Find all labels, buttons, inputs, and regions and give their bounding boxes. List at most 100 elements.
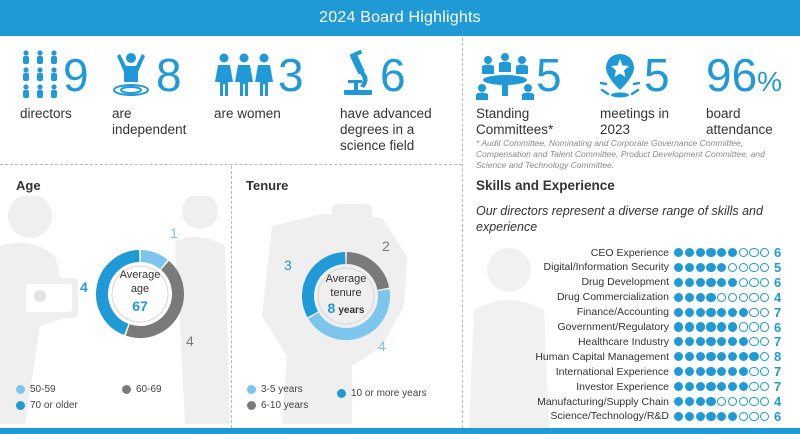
skill-dot bbox=[749, 382, 759, 392]
skill-dot bbox=[706, 307, 716, 317]
donut-slice-50-59 bbox=[140, 250, 168, 270]
skill-name: Healthcare Industry bbox=[577, 335, 669, 348]
divider-main bbox=[462, 38, 463, 428]
age-label-70-plus: 4 bbox=[80, 279, 88, 295]
skill-dot bbox=[684, 367, 694, 377]
skill-count: 4 bbox=[774, 394, 782, 409]
banner-title: 2024 Board Highlights bbox=[0, 0, 800, 36]
donut-inner-ring bbox=[111, 265, 169, 323]
skill-dot bbox=[717, 277, 727, 287]
skill-dot bbox=[706, 382, 716, 392]
skill-dots bbox=[674, 396, 771, 407]
tenure-label-6-10: 2 bbox=[382, 238, 390, 254]
tenure-legend-item: 6-10 years bbox=[247, 400, 308, 411]
skill-dot bbox=[727, 367, 738, 377]
tenure-title: Tenure bbox=[246, 178, 289, 193]
skill-dot bbox=[684, 247, 694, 258]
skill-dot bbox=[760, 352, 770, 362]
committee-table-icon bbox=[476, 53, 534, 100]
skill-dots bbox=[674, 367, 771, 377]
skill-dot bbox=[760, 277, 770, 287]
skill-row: Human Capital Management 8 bbox=[476, 349, 796, 364]
skill-count: 7 bbox=[774, 304, 782, 320]
skill-dot bbox=[727, 411, 738, 421]
donut-inner-ring bbox=[317, 267, 375, 325]
skill-dot bbox=[727, 262, 738, 272]
skill-dot bbox=[706, 292, 716, 302]
donut-slice-10-or-more-years bbox=[302, 252, 346, 318]
skill-count: 7 bbox=[774, 334, 782, 350]
age-title: Age bbox=[16, 178, 41, 193]
skill-dot bbox=[717, 337, 727, 347]
tenure-label-3-5: 4 bbox=[378, 338, 386, 354]
skill-dot bbox=[674, 411, 684, 421]
skill-count: 5 bbox=[774, 259, 782, 275]
skill-dot bbox=[706, 277, 716, 287]
skill-dot bbox=[738, 337, 748, 347]
skill-dots bbox=[674, 247, 771, 258]
skill-dot bbox=[738, 382, 748, 392]
skill-count: 6 bbox=[774, 319, 782, 335]
stat-women: 3 are women bbox=[214, 50, 304, 122]
donut-slice-3-5-years bbox=[308, 289, 390, 340]
tenure-donut-chart: Average tenure 8 years 2 4 3 bbox=[284, 238, 390, 354]
skill-row: Science/Technology/R&D 6 bbox=[476, 409, 796, 424]
skill-row: Digital/Information Security 5 bbox=[476, 260, 796, 275]
committees-footnote: * Audit Committee, Nominating and Corpor… bbox=[476, 138, 765, 170]
independent-person-icon bbox=[113, 53, 149, 96]
skill-row: Investor Experience 7 bbox=[476, 379, 796, 394]
skill-dot bbox=[717, 292, 727, 302]
skill-dot bbox=[684, 262, 694, 272]
bottom-bar bbox=[0, 428, 800, 434]
skill-dot bbox=[727, 396, 738, 407]
stat-attendance: 96% board attendance bbox=[706, 50, 786, 138]
skill-dot bbox=[738, 262, 748, 272]
age-legend-item: 70 or older bbox=[16, 400, 78, 411]
skill-dot bbox=[674, 367, 684, 377]
skill-dot bbox=[717, 262, 727, 272]
skill-dots bbox=[674, 411, 771, 421]
skill-dot bbox=[674, 262, 684, 272]
percent-sign: % bbox=[757, 66, 783, 97]
skill-dot bbox=[695, 337, 705, 347]
skill-count: 7 bbox=[774, 364, 782, 380]
stat-number: 5 bbox=[644, 49, 670, 101]
tenure-center-line1: Average bbox=[326, 273, 367, 285]
skill-count: 6 bbox=[774, 245, 782, 260]
skill-dot bbox=[706, 367, 716, 377]
skill-dots bbox=[674, 322, 771, 332]
legend-dot bbox=[337, 389, 346, 398]
skill-dot bbox=[684, 277, 694, 287]
skill-dot bbox=[706, 411, 716, 421]
skill-dot bbox=[749, 396, 759, 407]
age-background-figure bbox=[0, 196, 230, 424]
stat-label: board attendance bbox=[706, 106, 773, 137]
tenure-legend-item: 3-5 years bbox=[247, 384, 303, 395]
location-star-icon bbox=[600, 54, 640, 98]
skill-dot bbox=[760, 322, 770, 332]
skill-dot bbox=[674, 292, 684, 302]
skill-dot bbox=[727, 247, 738, 258]
age-label-50-59: 1 bbox=[170, 225, 178, 241]
skill-name: Finance/Accounting bbox=[576, 306, 669, 319]
legend-label: 50-59 bbox=[30, 384, 56, 395]
skill-name: Digital/Information Security bbox=[543, 261, 669, 274]
skill-dot bbox=[727, 307, 738, 317]
stat-label: are women bbox=[214, 106, 281, 121]
skill-dot bbox=[760, 307, 770, 317]
skill-dot bbox=[674, 247, 684, 258]
skill-dot bbox=[674, 337, 684, 347]
skill-count: 4 bbox=[774, 289, 782, 305]
skill-dot bbox=[738, 307, 748, 317]
tenure-center-line2: tenure bbox=[330, 287, 361, 299]
skill-dots bbox=[674, 292, 771, 302]
skill-dot bbox=[749, 411, 759, 421]
skill-dot bbox=[717, 411, 727, 421]
legend-dot bbox=[16, 385, 25, 394]
skill-row: International Experience 7 bbox=[476, 364, 796, 379]
skill-dot bbox=[717, 307, 727, 317]
skill-dot bbox=[749, 262, 759, 272]
skill-dot bbox=[749, 337, 759, 347]
age-donut-chart: Average age 67 1 4 4 bbox=[80, 225, 194, 349]
tenure-legend-item: 10 or more years bbox=[337, 388, 427, 399]
